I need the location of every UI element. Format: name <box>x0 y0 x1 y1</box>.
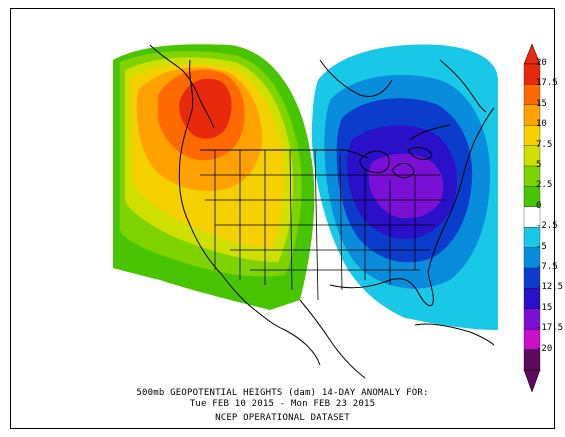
hudson-bay <box>319 59 393 97</box>
coastline-northeast <box>439 59 487 113</box>
colorbar-tick-label: -17.5 <box>536 323 564 334</box>
colorbar-bottom-arrow <box>523 369 541 393</box>
coastline-east <box>427 107 495 273</box>
map-boundaries <box>149 44 495 379</box>
coastline-west <box>178 59 256 311</box>
us-canada-border <box>200 124 451 159</box>
plot-frame <box>10 8 555 429</box>
anomaly-fields <box>113 44 498 330</box>
colorbar-tick-label: 2.5 <box>536 180 553 191</box>
colorbar-tick-label: 17.5 <box>536 78 558 89</box>
great-lakes <box>359 147 433 179</box>
colorbar-tick-label: -12.5 <box>536 282 564 293</box>
map-title-line2: Tue FEB 10 2015 - Mon FEB 23 2015 <box>189 399 376 409</box>
colorbar-tick-label: -2.5 <box>536 221 558 232</box>
colorbar-tick-label: 7.5 <box>536 139 553 150</box>
coastline-cuba <box>414 323 495 346</box>
anomaly-negative-15 <box>368 153 444 219</box>
colorbar-tick-label: 15 <box>536 98 547 109</box>
map-title-line1: 500mb GEOPOTENTIAL HEIGHTS (dam) 14-DAY … <box>136 388 429 398</box>
colorbar-tick-label: 5 <box>536 160 542 170</box>
state-lines <box>200 149 445 301</box>
coastline-bc <box>149 44 215 129</box>
coastline-gulf <box>329 271 434 307</box>
colorbar-tick-label: 0 <box>536 200 542 211</box>
colorbar-tick-label: 10 <box>536 119 547 130</box>
colorbar-tick-label: -7.5 <box>536 262 558 272</box>
colorbar-tick-label: 20 <box>536 58 547 68</box>
coastline-mexico <box>254 299 366 379</box>
colorbar <box>523 43 541 393</box>
colorbar-tick-label: -15 <box>536 302 553 313</box>
map-title-line3: NCEP OPERATIONAL DATASET <box>215 413 350 423</box>
colorbar-tick-label: -5 <box>536 241 547 252</box>
colorbar-tick-label: -20 <box>536 343 553 354</box>
